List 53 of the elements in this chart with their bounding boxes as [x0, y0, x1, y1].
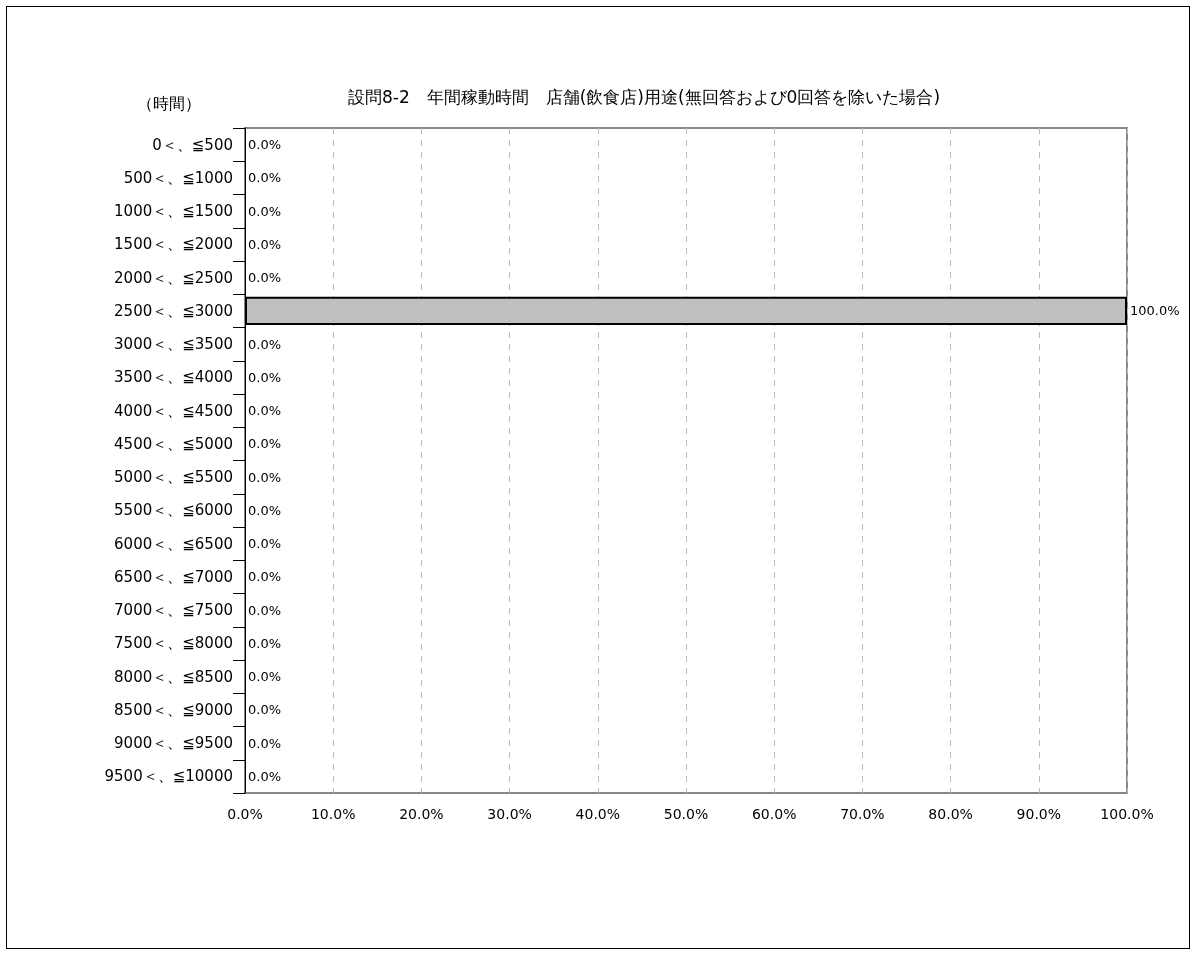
data-label: 0.0%	[248, 137, 282, 153]
data-label: 0.0%	[248, 735, 282, 751]
x-tick-label: 20.0%	[399, 806, 444, 822]
y-tick-label: 3500＜、≦4000	[114, 368, 233, 387]
data-label: 0.0%	[248, 336, 282, 352]
data-label: 0.0%	[248, 203, 282, 219]
y-tick-label: 3000＜、≦3500	[114, 335, 233, 354]
x-tick-label: 90.0%	[1016, 806, 1062, 822]
data-label: 0.0%	[248, 403, 282, 419]
data-label: 0.0%	[248, 768, 282, 784]
y-tick-label: 5000＜、≦5500	[114, 468, 233, 487]
y-tick-label: 8500＜、≦9000	[114, 700, 233, 719]
y-tick-label: 500＜、≦1000	[123, 168, 233, 187]
data-label: 0.0%	[248, 536, 282, 552]
data-label: 0.0%	[248, 270, 282, 286]
y-tick-label: 1000＜、≦1500	[114, 202, 233, 221]
data-label: 0.0%	[248, 436, 282, 452]
data-label: 0.0%	[248, 170, 282, 186]
y-tick-label: 5500＜、≦6000	[114, 501, 233, 520]
y-tick-label: 4000＜、≦4500	[114, 401, 233, 420]
data-label: 0.0%	[248, 569, 282, 585]
y-axis-title: （時間）	[137, 93, 201, 113]
y-tick-label: 8000＜、≦8500	[114, 667, 233, 686]
y-tick-label: 0＜、≦500	[152, 135, 233, 154]
x-tick-label: 10.0%	[310, 806, 356, 822]
x-tick-label: 80.0%	[928, 806, 973, 822]
data-label: 0.0%	[248, 669, 282, 685]
x-tick-label: 100.0%	[1100, 806, 1154, 822]
y-tick-label: 9000＜、≦9500	[114, 734, 233, 753]
x-tick-label: 50.0%	[663, 806, 709, 822]
y-tick-label: 6500＜、≦7000	[114, 567, 233, 586]
data-label: 0.0%	[248, 635, 282, 651]
y-tick-label: 9500＜、≦10000	[104, 767, 233, 786]
y-tick-label: 1500＜、≦2000	[114, 235, 233, 254]
data-label: 0.0%	[248, 702, 282, 718]
y-tick-label: 2000＜、≦2500	[114, 268, 233, 287]
x-tick-label: 30.0%	[487, 806, 532, 822]
x-tick-label: 0.0%	[227, 806, 263, 822]
y-tick-label: 7500＜、≦8000	[114, 634, 233, 653]
x-tick-label: 60.0%	[751, 806, 797, 822]
y-tick-label: 6000＜、≦6500	[114, 534, 233, 553]
data-label: 0.0%	[248, 502, 282, 518]
data-label: 0.0%	[248, 602, 282, 618]
data-label: 0.0%	[248, 236, 282, 252]
x-tick-label: 40.0%	[575, 806, 621, 822]
y-tick-label: 4500＜、≦5000	[114, 434, 233, 453]
x-tick-label: 70.0%	[840, 806, 885, 822]
data-label: 100.0%	[1130, 303, 1180, 319]
chart-title: 設問8-2 年間稼動時間 店舗(飲食店)用途(無回答および0回答を除いた場合)	[347, 86, 941, 107]
y-tick-label: 2500＜、≦3000	[114, 301, 233, 320]
data-label: 0.0%	[248, 369, 282, 385]
data-label: 0.0%	[248, 469, 282, 485]
y-tick-label: 7000＜、≦7500	[114, 601, 233, 620]
